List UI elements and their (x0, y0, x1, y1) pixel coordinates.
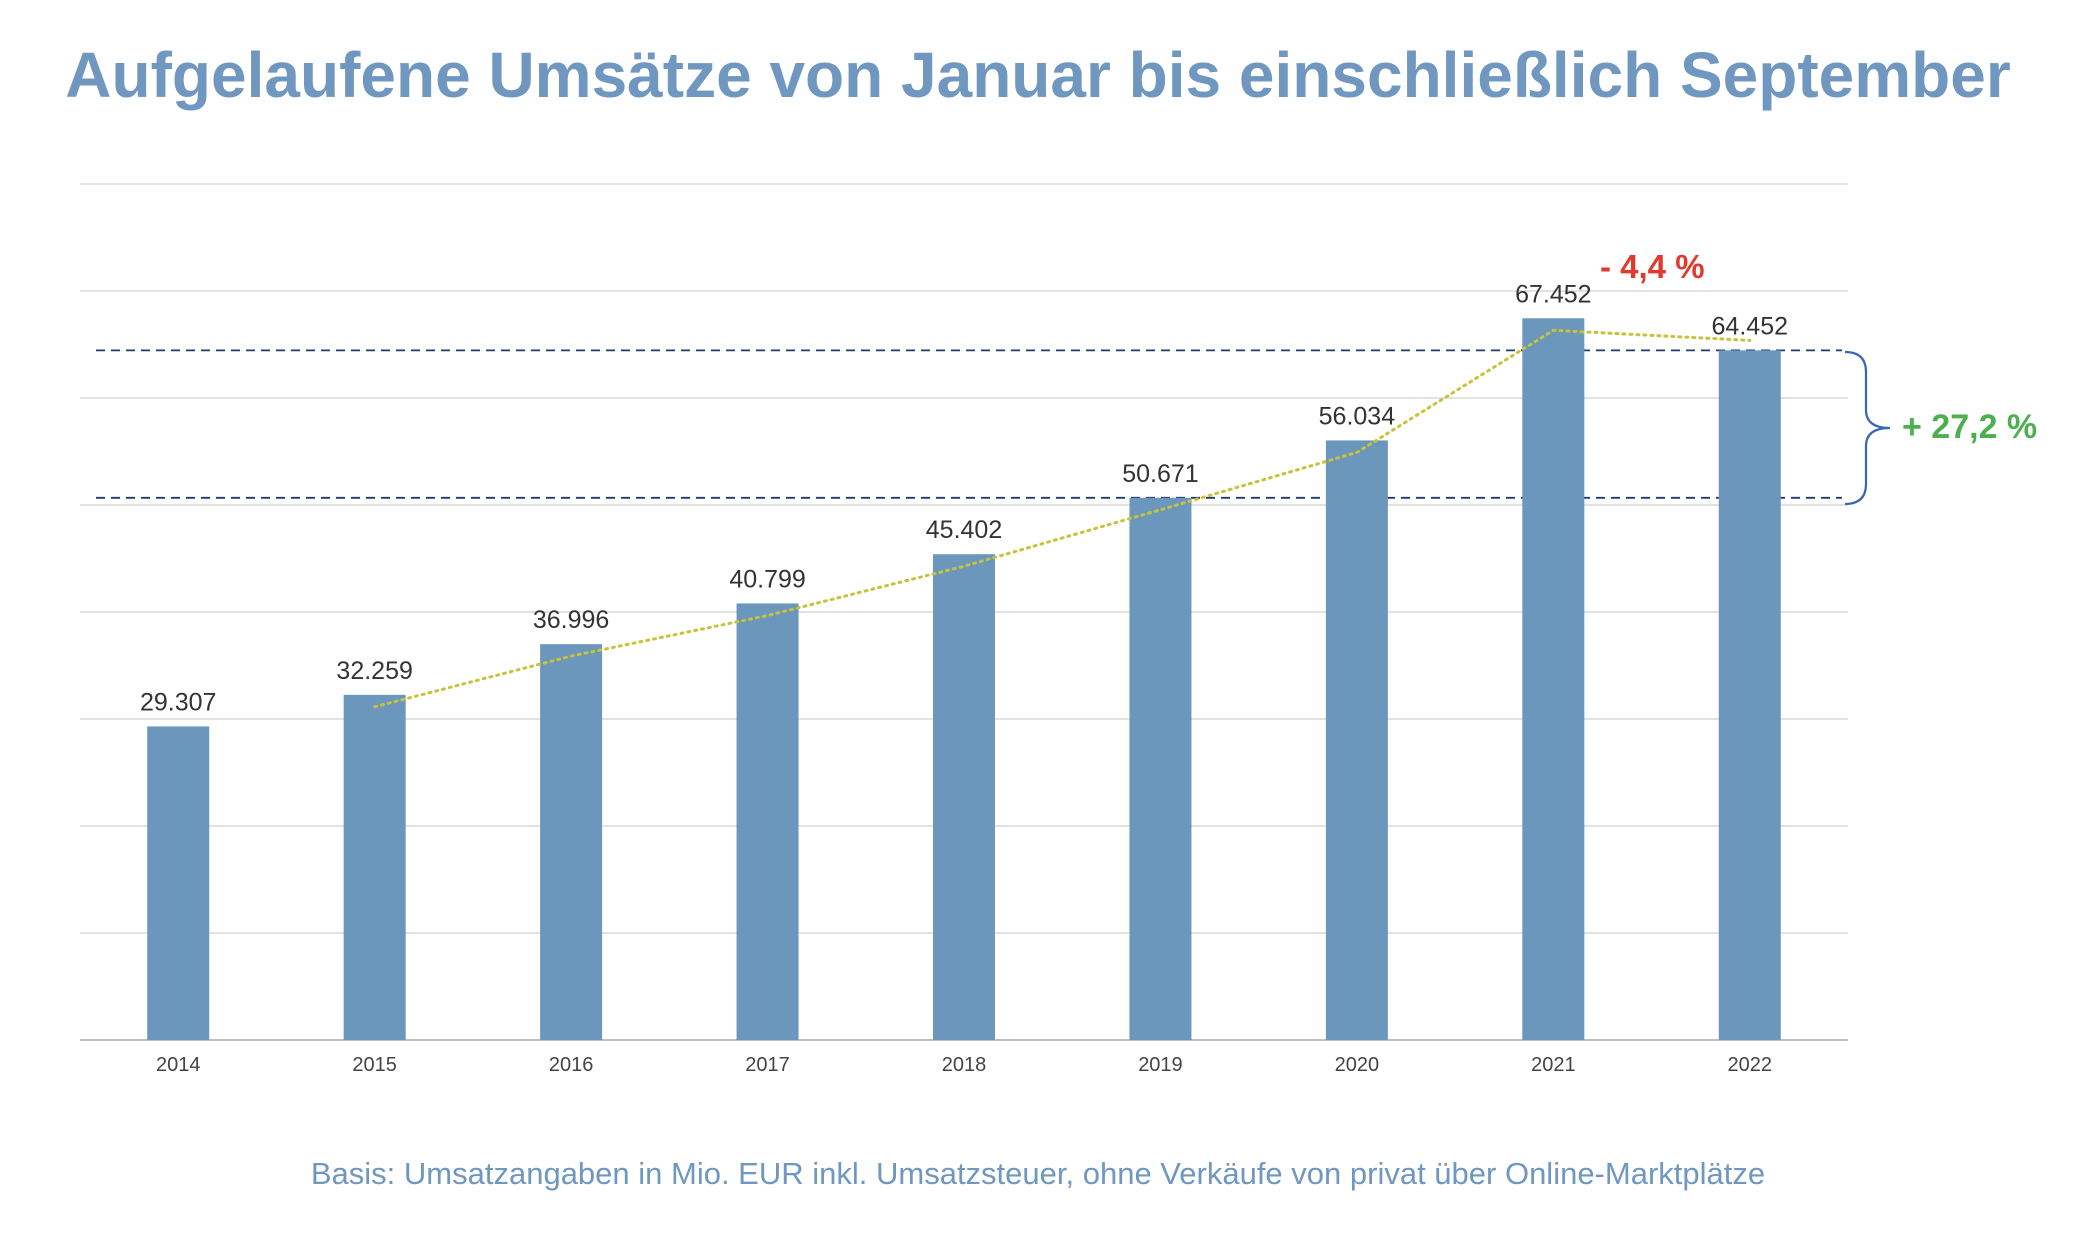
x-tick-label-2021: 2021 (1531, 1054, 1576, 1076)
change-bracket (1844, 350, 1891, 506)
bar-2015 (343, 694, 406, 1040)
x-tick-label-2022: 2022 (1728, 1054, 1773, 1076)
data-label-2018: 45.402 (926, 516, 1002, 544)
bar-2017 (736, 603, 799, 1040)
x-tick-label-2017: 2017 (745, 1054, 790, 1076)
x-tick-label-2019: 2019 (1138, 1054, 1183, 1076)
x-tick-label-2020: 2020 (1335, 1054, 1380, 1076)
trend-line-group (373, 328, 1752, 709)
x-tick-label-2016: 2016 (549, 1054, 594, 1076)
bar-2016 (540, 644, 603, 1040)
x-axis-ticks: 2014 2015 2016 2017 2018 2019 2020 2021 2022 (156, 1054, 1772, 1076)
bar-2018 (933, 554, 995, 1040)
data-labels: 29.307 32.259 36.996 40.799 45.402 50.671 56.0… (140, 280, 1788, 716)
annotation-change-2021-2022: - 4,4 % (1600, 248, 1705, 285)
data-label-2016: 36.996 (533, 606, 609, 634)
data-label-2020: 56.034 (1319, 402, 1396, 430)
bars (147, 318, 1781, 1041)
bar-2019 (1129, 497, 1192, 1040)
data-label-2021: 67.452 (1515, 280, 1591, 308)
x-tick-label-2014: 2014 (156, 1054, 201, 1076)
bar-2022 (1718, 350, 1781, 1040)
x-tick-label-2015: 2015 (352, 1054, 397, 1076)
bar-2020 (1325, 440, 1388, 1041)
data-label-2014: 29.307 (140, 688, 216, 716)
trend-line (373, 328, 1752, 709)
annotation-change-2019-2022: + 27,2 % (1902, 408, 2037, 446)
footnote: Basis: Umsatzangaben in Mio. EUR inkl. U… (310, 1156, 1766, 1191)
chart-title: Aufgelaufene Umsätze von Januar bis eins… (65, 39, 2011, 111)
annotations: - 4,4 % + 27,2 % (1600, 248, 2037, 506)
data-label-2022: 64.452 (1712, 312, 1788, 340)
data-label-2019: 50.671 (1122, 460, 1198, 488)
x-tick-label-2018: 2018 (942, 1054, 987, 1076)
data-label-2015: 32.259 (336, 657, 412, 685)
bar-2021 (1522, 318, 1585, 1040)
data-label-2017: 40.799 (729, 565, 805, 593)
bar-2014 (147, 726, 210, 1040)
